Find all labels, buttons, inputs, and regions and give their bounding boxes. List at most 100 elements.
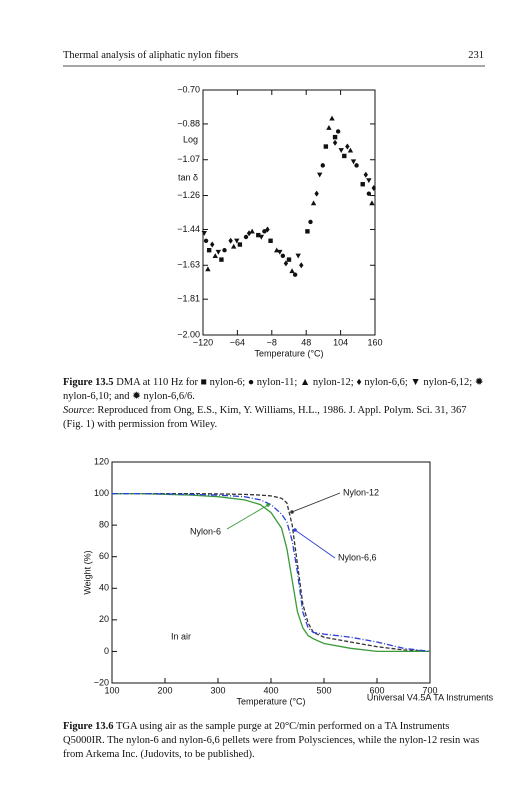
y-axis-label: Log: [183, 134, 198, 144]
y-tick-label: −2.00: [177, 329, 200, 339]
plot-frame: [202, 89, 376, 336]
series-label: Nylon-12: [343, 487, 379, 497]
x-tick-label: 160: [367, 337, 382, 347]
caption-label: Figure 13.5: [63, 377, 114, 388]
data-point: [350, 159, 357, 165]
series-line: [112, 492, 431, 653]
data-point: [280, 253, 286, 259]
data-point: [212, 253, 218, 259]
data-point: [292, 272, 298, 277]
data-point: [347, 147, 354, 153]
x-tick-label: 48: [301, 337, 311, 347]
x-tick-label: −64: [230, 337, 245, 347]
data-point: [289, 268, 295, 274]
data-point: [205, 266, 211, 272]
caption-text: TGA using air as the sample purge at 20°…: [63, 721, 480, 760]
y-tick-label: −20: [94, 677, 109, 687]
y-tick-label: 120: [94, 456, 109, 466]
data-point: [203, 238, 209, 243]
data-point: [222, 247, 227, 253]
data-point: [268, 238, 273, 243]
data-point: [265, 226, 270, 233]
x-axis-label: Temperature (°C): [236, 696, 305, 706]
data-point: [371, 185, 376, 191]
data-point: [332, 134, 338, 140]
y-tick-label: 100: [94, 488, 109, 498]
data-point: [246, 230, 252, 237]
x-tick-label: 600: [369, 685, 384, 695]
x-tick-label: 700: [422, 685, 437, 695]
caption-text: DMA at 110 Hz for ■ nylon-6; ● nylon-11;…: [63, 377, 484, 402]
x-tick-label: −8: [267, 337, 277, 347]
data-point: [215, 249, 222, 255]
series-line: [112, 492, 430, 653]
caption-label: Figure 13.6: [63, 721, 114, 732]
data-point: [366, 178, 372, 184]
series-line: [112, 492, 431, 653]
y-tick-label: 80: [99, 520, 109, 530]
y-tick-label: −1.07: [177, 154, 200, 164]
data-point: [277, 249, 283, 255]
data-point: [210, 241, 215, 248]
arrow-head: [293, 528, 297, 532]
x-tick-label: 200: [157, 685, 172, 695]
data-point: [345, 143, 350, 150]
data-point: [286, 257, 292, 262]
x-tick-label: 400: [263, 685, 278, 695]
data-point: [256, 232, 261, 238]
y-tick-label: −0.88: [177, 118, 200, 128]
series-label: Nylon-6: [190, 526, 221, 536]
data-point: [314, 190, 319, 197]
data-point: [228, 237, 233, 244]
annotation: Universal V4.5A TA Instruments: [367, 692, 494, 702]
data-point: [305, 229, 310, 234]
annotation-arrow: [291, 492, 341, 513]
data-point: [369, 200, 375, 206]
data-point: [243, 234, 249, 240]
data-point: [332, 139, 338, 146]
y-tick-label: 0: [104, 646, 109, 656]
data-point: [310, 200, 317, 206]
x-tick-label: 300: [210, 685, 225, 695]
page-number: 231: [468, 50, 484, 61]
data-point: [323, 144, 329, 149]
data-point: [338, 148, 344, 154]
x-tick-label: 104: [333, 337, 348, 347]
data-point: [335, 129, 341, 134]
y-tick-label: 40: [99, 583, 109, 593]
x-axis-label: Temperature (°C): [254, 348, 323, 358]
data-point: [320, 163, 325, 168]
annotation-arrow: [294, 529, 336, 559]
data-point: [283, 260, 289, 267]
series-label: Nylon-6,6: [338, 552, 377, 562]
y-axis-label: tan δ: [178, 172, 198, 182]
data-point: [249, 228, 255, 234]
x-tick-label: −120: [193, 337, 213, 347]
arrow-head: [266, 503, 270, 507]
data-point: [363, 171, 368, 178]
data-point: [299, 262, 304, 269]
data-point: [234, 238, 240, 244]
y-tick-label: −1.26: [177, 190, 200, 200]
annotation: In air: [171, 631, 191, 641]
data-point: [201, 231, 207, 236]
source-label: Source: [63, 405, 92, 416]
data-point: [231, 243, 237, 249]
caption-13-5: Figure 13.5 DMA at 110 Hz for ■ nylon-6;…: [63, 376, 488, 432]
y-tick-label: 20: [99, 614, 109, 624]
annotation-arrow: [226, 504, 269, 530]
data-point: [317, 172, 323, 178]
arrow-head: [290, 510, 294, 514]
y-tick-label: −1.44: [177, 224, 200, 234]
x-tick-label: 100: [104, 685, 119, 695]
running-title: Thermal analysis of aliphatic nylon fibe…: [63, 50, 239, 61]
data-point: [354, 163, 359, 168]
caption-13-6: Figure 13.6 TGA using air as the sample …: [63, 720, 488, 762]
y-tick-label: −0.70: [177, 84, 200, 94]
y-tick-label: 60: [99, 551, 109, 561]
data-point: [258, 234, 265, 240]
data-point: [366, 191, 372, 196]
x-tick-label: 500: [316, 685, 331, 695]
data-point: [295, 253, 301, 259]
source-text: : Reproduced from Ong, E.S., Kim, Y. Wil…: [63, 405, 467, 430]
